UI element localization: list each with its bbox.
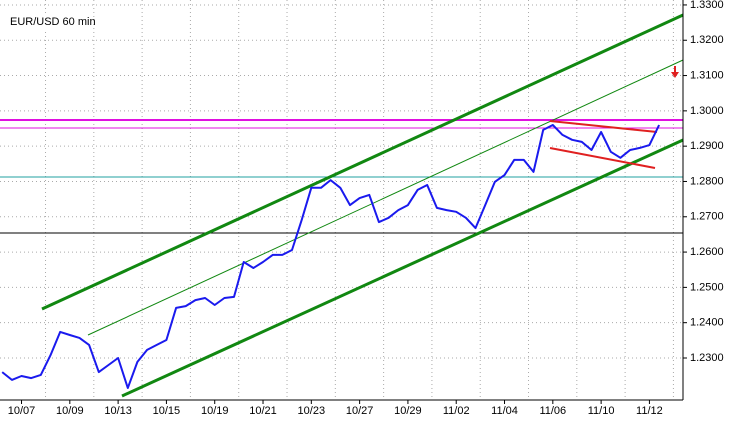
y-tick-label: 1.2600	[690, 246, 724, 258]
y-tick-label: 1.2700	[690, 211, 724, 223]
x-tick-label: 11/10	[588, 405, 615, 417]
x-tick-label: 11/12	[636, 405, 663, 417]
chart-title: EUR/USD 60 min	[10, 16, 96, 28]
x-tick-label: 10/09	[56, 405, 84, 417]
x-tick-label: 11/04	[491, 405, 518, 417]
x-tick-label: 10/23	[298, 405, 326, 417]
x-tick-label: 10/07	[8, 405, 36, 417]
x-tick-label: 10/13	[104, 405, 132, 417]
y-tick-label: 1.2500	[690, 281, 724, 293]
arrow-head	[671, 72, 679, 78]
overlays	[0, 13, 684, 398]
y-tick-label: 1.2800	[690, 175, 724, 187]
x-tick-label: 10/27	[346, 405, 374, 417]
y-tick-label: 1.3000	[690, 105, 724, 117]
x-tick-label: 10/19	[201, 405, 229, 417]
title-box	[6, 14, 90, 30]
x-tick-label: 11/06	[539, 405, 566, 417]
channel-upper	[41, 13, 684, 311]
y-tick-label: 1.3200	[690, 34, 724, 46]
x-tick-label: 10/29	[394, 405, 422, 417]
y-tick-label: 1.3100	[690, 69, 724, 81]
x-tick-label: 10/21	[249, 405, 277, 417]
price-line	[1, 124, 661, 389]
y-tick-label: 1.2400	[690, 317, 724, 329]
wedge-lower	[549, 147, 656, 169]
y-tick-label: 1.2900	[690, 140, 724, 152]
grid	[0, 0, 683, 400]
x-tick-label: 10/15	[153, 405, 181, 417]
wedge-upper	[549, 120, 658, 133]
x-tick-label: 11/02	[443, 405, 470, 417]
y-tick-label: 1.2300	[690, 352, 724, 364]
y-tick-label: 1.3300	[690, 0, 724, 11]
channel-lower	[121, 138, 684, 398]
channel-middle	[87, 59, 684, 336]
